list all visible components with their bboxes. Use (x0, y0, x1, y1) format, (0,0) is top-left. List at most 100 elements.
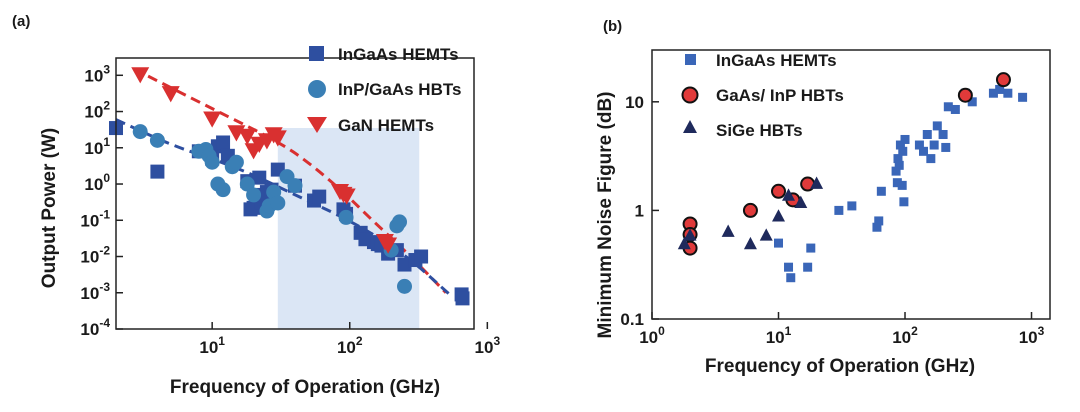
legend-marker-gan-hemts (307, 117, 327, 133)
panel-a-label: (a) (12, 13, 30, 30)
point-b-sige-hbts (772, 209, 786, 222)
point-b-ingaas-hemts (967, 97, 977, 107)
point-b-ingaas-hemts (893, 154, 903, 164)
point-a-ingaas-hemts (414, 249, 429, 264)
point-a-gan-hemts (337, 188, 356, 205)
point-a-gan-hemts (203, 111, 222, 128)
point-b-ingaas-hemts (847, 201, 857, 211)
point-a-ingaas-hemts (397, 257, 412, 272)
point-b-ingaas-hemts (914, 140, 924, 150)
panel-a: (a) 101 102 103 103 102 101 100 10-1 10-2 10-3 10-… (12, 13, 500, 398)
point-b-sige-hbts (810, 176, 824, 189)
point-b-ingaas-hemts (988, 88, 998, 98)
point-b-ingaas-hemts (1003, 88, 1013, 98)
point-b-ingaas-hemts (786, 273, 796, 283)
point-b-ingaas-hemts (899, 197, 909, 207)
point-a-inp-gaas-hbts (132, 124, 148, 140)
point-b-ingaas-hemts (876, 186, 886, 196)
point-b-sige-hbts (794, 195, 808, 208)
legend-b: InGaAs HEMTs GaAs/ InP HBTs SiGe HBTs (681, 51, 844, 140)
point-b-sige-hbts (677, 236, 691, 250)
point-a-inp-gaas-hbts (239, 176, 255, 192)
legend-label-ingaas-hemts: InGaAs HEMTs (338, 45, 459, 64)
point-a-ingaas-hemts (252, 170, 267, 185)
x-axis-label-a: Frequency of Operation (GHz) (170, 377, 440, 398)
point-a-ingaas-hemts (455, 291, 470, 306)
y-tick-label-a: 100 (84, 171, 110, 194)
legend-label-sige-hbts: SiGe HBTs (716, 121, 803, 140)
panel-b: (b) 100 101 102 103 0.1 1 10 Frequency of Oper… (595, 18, 1051, 377)
point-b-ingaas-hemts (943, 102, 953, 112)
point-b-ingaas-hemts (950, 104, 960, 114)
point-a-inp-gaas-hbts (270, 195, 286, 211)
x-tick-label-b: 102 (892, 324, 918, 347)
legend-marker-inp-gaas-hbts (308, 80, 326, 98)
legend-label-gan-hemts: GaN HEMTs (338, 116, 434, 135)
point-b-gaas-inp-hbts (771, 183, 787, 199)
y-tick-label-a: 102 (84, 99, 110, 122)
point-b-ingaas-hemts (918, 146, 928, 156)
point-b-ingaas-hemts (1018, 92, 1028, 102)
point-a-ingaas-hemts (312, 189, 327, 204)
plot-frame-b (651, 49, 1051, 320)
point-b-ingaas-hemts (774, 238, 784, 248)
point-a-gan-hemts (238, 128, 257, 145)
point-b-ingaas-hemts (872, 222, 882, 232)
point-b-ingaas-hemts (932, 121, 942, 131)
y-axis-label-b: Minimum Noise Figure (dB) (595, 92, 616, 339)
point-b-ingaas-hemts (900, 134, 910, 144)
legend-label-gaas-inp-hbts: GaAs/ InP HBTs (716, 86, 844, 105)
point-b-ingaas-hemts (929, 140, 939, 150)
point-a-inp-gaas-hbts (287, 178, 303, 194)
point-b-ingaas-hemts (898, 146, 908, 156)
y-tick-label-a: 10-1 (80, 207, 110, 230)
y-tick-label-b: 10 (625, 93, 644, 112)
point-a-gan-hemts (131, 67, 150, 84)
point-b-ingaas-hemts (874, 216, 884, 226)
point-a-inp-gaas-hbts (215, 182, 231, 198)
point-b-ingaas-hemts (806, 243, 816, 253)
point-a-inp-gaas-hbts (392, 214, 408, 230)
plot-frame-a (115, 57, 475, 330)
point-a-gan-hemts (161, 86, 180, 103)
x-tick-label-b: 100 (639, 324, 665, 347)
point-b-ingaas-hemts (894, 160, 904, 170)
point-b-ingaas-hemts (895, 140, 905, 150)
y-axis-label-a: Output Power (W) (39, 128, 60, 288)
point-a-inp-gaas-hbts (338, 209, 354, 225)
y-tick-label-a: 10-2 (80, 244, 110, 267)
point-a-ingaas-hemts (150, 164, 165, 179)
point-b-sige-hbts (759, 228, 773, 241)
point-b-gaas-inp-hbts (742, 202, 758, 218)
point-b-ingaas-hemts (891, 166, 901, 176)
point-b-sige-hbts (683, 228, 697, 241)
point-a-inp-gaas-hbts (149, 132, 165, 148)
x-tick-label-b: 101 (766, 324, 792, 347)
y-tick-label-a: 10-3 (80, 280, 110, 303)
legend-marker-gaas-inp-hbts (681, 86, 699, 104)
point-b-ingaas-hemts (892, 178, 902, 188)
legend-label-inp-gaas-hbts: InP/GaAs HBTs (338, 80, 461, 99)
point-b-ingaas-hemts (938, 130, 948, 140)
point-a-inp-gaas-hbts (204, 154, 220, 170)
point-b-ingaas-hemts (922, 130, 932, 140)
point-b-gaas-inp-hbts (995, 72, 1011, 88)
point-a-gan-hemts (379, 237, 398, 254)
legend-marker-ingaas-hemts (309, 46, 324, 61)
point-b-ingaas-hemts (834, 205, 844, 215)
y-tick-label-a: 10-4 (80, 316, 110, 339)
point-a-inp-gaas-hbts (228, 154, 244, 170)
x-axis-label-b: Frequency of Operation (GHz) (705, 356, 975, 377)
point-a-inp-gaas-hbts (246, 187, 262, 203)
point-b-ingaas-hemts (803, 262, 813, 272)
legend-a: InGaAs HEMTs InP/GaAs HBTs GaN HEMTs (307, 45, 461, 135)
point-b-sige-hbts (721, 224, 735, 237)
legend-marker-sige-hbts (683, 120, 697, 133)
point-b-ingaas-hemts (941, 142, 951, 152)
panel-b-label: (b) (603, 18, 622, 35)
point-b-ingaas-hemts (784, 262, 794, 272)
legend-label-ingaas-hemts-b: InGaAs HEMTs (716, 51, 837, 70)
point-b-ingaas-hemts (926, 154, 936, 164)
point-b-ingaas-hemts (995, 84, 1005, 94)
